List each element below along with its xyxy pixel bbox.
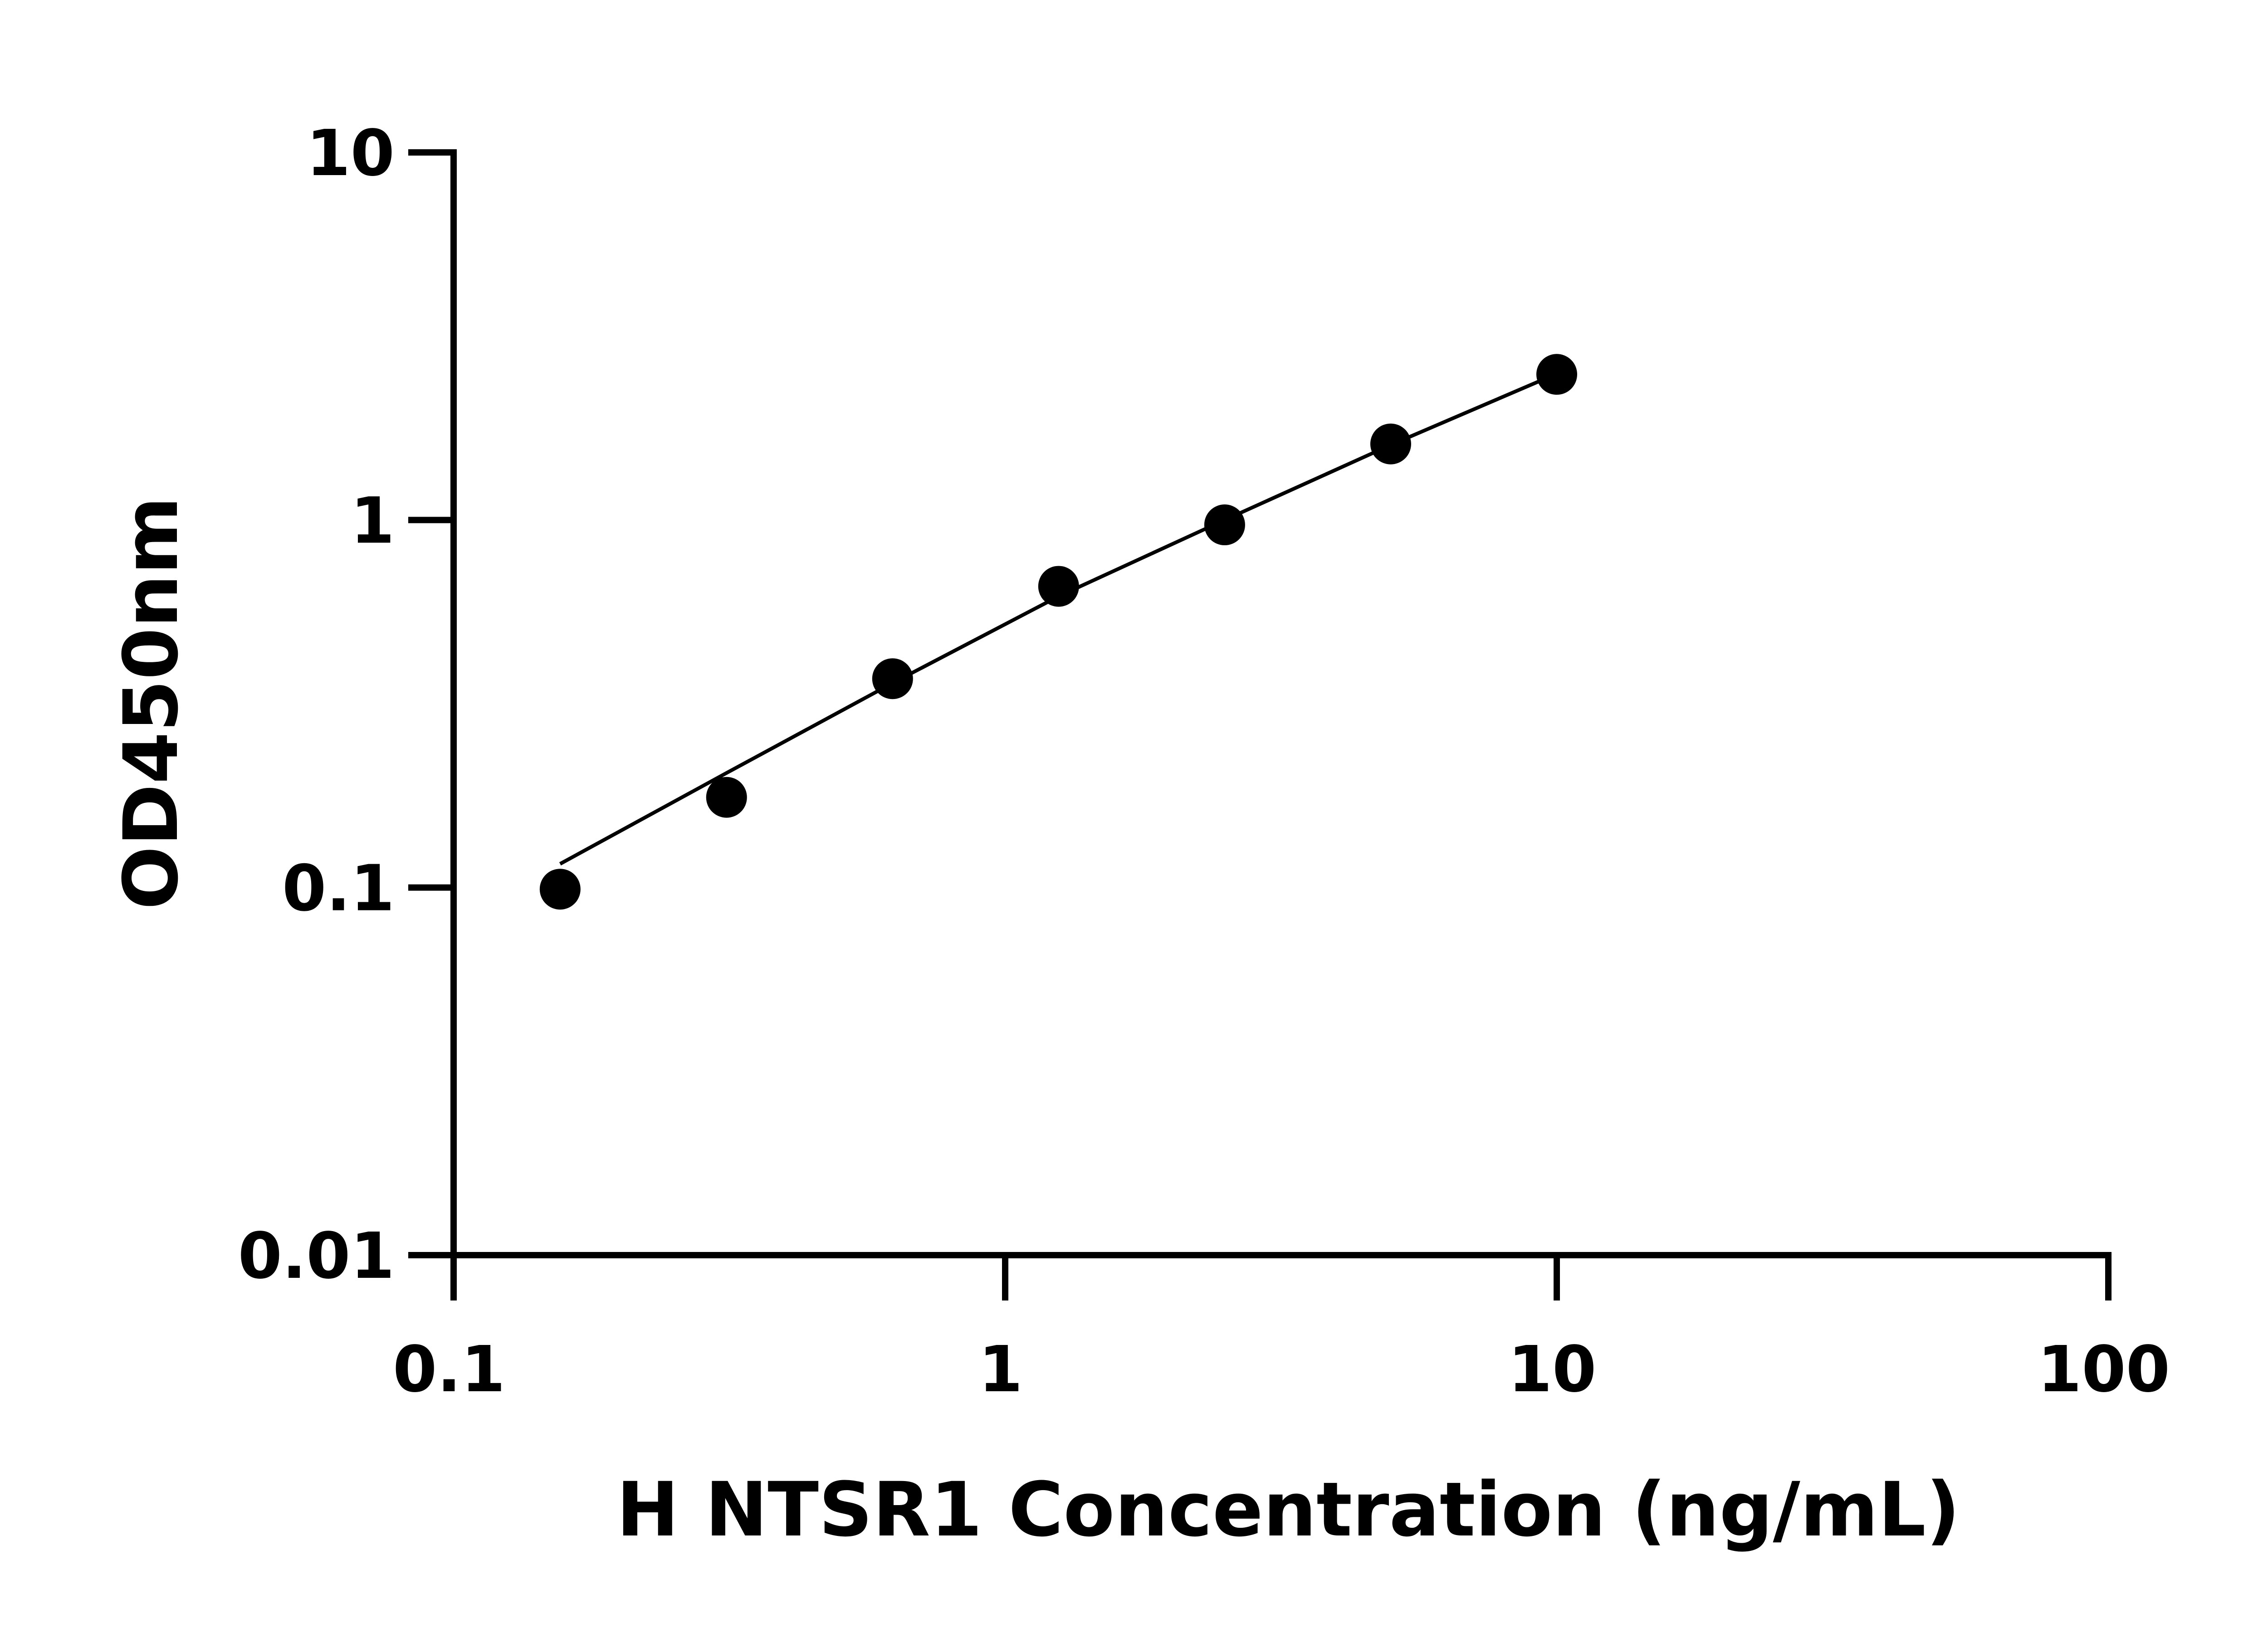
- y-tick-label: 0.1: [282, 852, 395, 926]
- data-point: [1370, 423, 1411, 464]
- y-tick-label: 1: [351, 484, 395, 558]
- data-point: [872, 658, 913, 699]
- data-point: [1536, 354, 1577, 395]
- x-axis-label: H NTSR1 Concentration (ng/mL): [616, 1466, 1960, 1553]
- x-tick-label: 1: [978, 1333, 1022, 1407]
- x-tick-label: 10: [1508, 1333, 1597, 1407]
- data-point: [706, 777, 747, 818]
- y-axis-label: OD450nm: [108, 496, 195, 909]
- data-point: [539, 869, 581, 910]
- x-tick-label: 100: [2038, 1333, 2170, 1407]
- data-point: [1204, 504, 1245, 546]
- y-tick-label: 0.01: [238, 1219, 395, 1293]
- data-points: [539, 354, 1577, 910]
- y-tick-label: 10: [306, 117, 395, 191]
- data-point: [1038, 566, 1079, 607]
- axes: 0.01 0.1 1 10 0.1 1 10 100: [238, 117, 2170, 1407]
- x-tick-label: 0.1: [393, 1333, 505, 1407]
